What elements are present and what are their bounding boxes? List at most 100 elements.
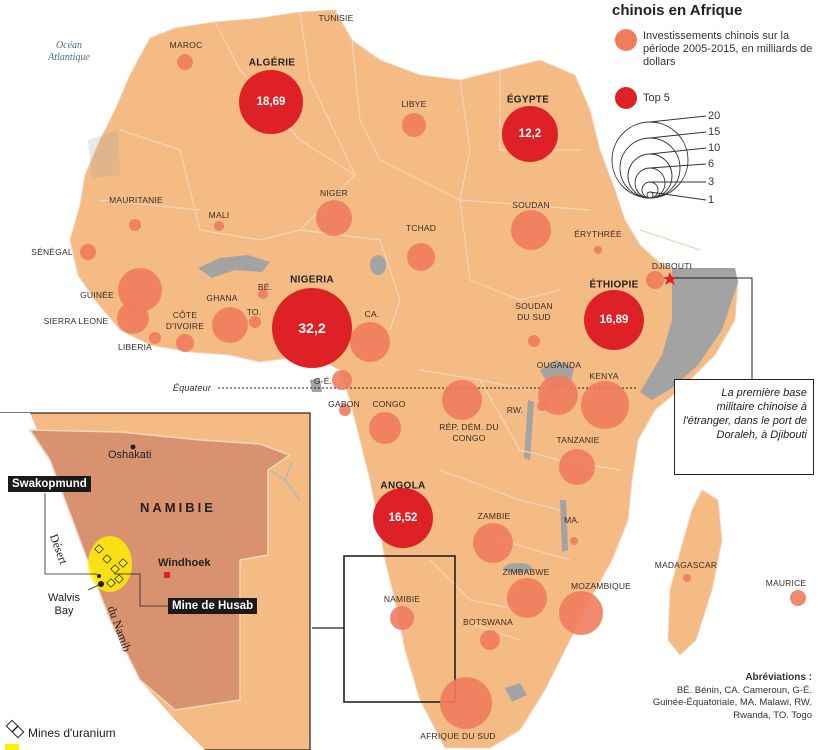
abbreviations-text: BÉ. Bénin, CA. Cameroun, G-É. Guinée-Équ… (652, 684, 812, 721)
inset-country-label: NAMIBIE (140, 500, 216, 515)
circle-algerie (239, 70, 303, 134)
label-zimbabwe: ZIMBABWE (502, 567, 550, 577)
uranium-legend-icon-2 (11, 725, 25, 739)
label-benin: BÉ. (257, 282, 273, 292)
top5-name-algerie: ALGÉRIE (248, 57, 296, 69)
label-djibouti: DJIBOUTI (651, 261, 693, 271)
label-namibie: NAMIBIE (383, 594, 421, 604)
inset-walvis-bay: Walvis Bay (48, 592, 80, 617)
legend-investments-label: Investissements chinois sur la période 2… (643, 30, 813, 68)
circle-angola (373, 488, 433, 548)
label-congo: CONGO (372, 399, 406, 409)
circle-gabon (339, 404, 351, 416)
label-zambie: ZAMBIE (477, 511, 511, 521)
circle-libye (402, 113, 426, 137)
circle-maroc (177, 54, 193, 70)
circle-guinee-eq (332, 370, 352, 390)
namibia-zoom-box (343, 555, 456, 703)
somalia-region (640, 268, 738, 400)
label-botswana: BOTSWANA (463, 617, 513, 627)
circle-mali (214, 221, 224, 231)
windhoek-square (164, 572, 170, 578)
label-guinee: GUINÉE (80, 290, 114, 300)
label-maroc: MAROC (169, 40, 203, 50)
circle-tchad (407, 243, 435, 271)
circle-togo (249, 316, 261, 328)
label-rdc: RÉP. DÉM. DU CONGO (439, 422, 499, 443)
label-mali: MALI (208, 210, 230, 220)
circle-guinee (118, 268, 162, 312)
circle-mauritanie (129, 219, 141, 231)
label-mozambique: MOZAMBIQUE (570, 581, 632, 591)
circle-djibouti (646, 271, 664, 289)
abbreviations-box: Abréviations : BÉ. Bénin, CA. Cameroun, … (642, 672, 812, 722)
circle-soudan (511, 210, 551, 250)
madagascar-island (667, 489, 723, 656)
circle-benin (258, 289, 268, 299)
label-madagascar: MADAGASCAR (654, 560, 718, 570)
top5-name-angola: ANGOLA (380, 480, 426, 492)
circle-erythree (594, 246, 602, 254)
circle-rwanda (537, 401, 547, 411)
circle-kenya (581, 381, 629, 429)
label-niger: NIGER (320, 188, 348, 198)
top5-value-ethiopie: 16,89 (599, 314, 629, 326)
label-liberia: LIBERIA (118, 342, 152, 352)
label-cote-ivoire: CÔTE D'IVOIRE (165, 310, 205, 331)
lesotho-region (505, 683, 527, 702)
circle-zimbabwe (507, 578, 547, 618)
label-ouganda: OUGANDA (536, 360, 582, 370)
equator-label: Équateur (172, 383, 212, 393)
scale-1: 1 (708, 194, 715, 206)
circle-malawi (570, 537, 578, 545)
lake-chad (370, 255, 386, 275)
label-gabon: GABON (328, 399, 360, 409)
circle-ghana (212, 307, 248, 343)
inset-ocean (0, 413, 205, 750)
label-sierra-leone: SIERRA LEONE (43, 316, 109, 326)
lake-malawi (560, 500, 568, 552)
uranium-legend-label: Mines d'uranium (28, 726, 116, 740)
oshakati-dot (130, 444, 136, 450)
circle-botswana (480, 630, 500, 650)
top5-value-algerie: 18,69 (256, 96, 286, 108)
lake-tanganyika (524, 400, 534, 460)
label-afrique-sud: AFRIQUE DU SUD (420, 731, 496, 741)
legend-investment-swatch (615, 29, 637, 51)
circle-maurice (790, 590, 806, 606)
label-libye: LIBYE (401, 99, 427, 109)
size-scale (611, 115, 707, 201)
walvis-leader (87, 583, 102, 591)
label-malawi: MA. (564, 515, 580, 525)
scale-20: 20 (708, 110, 721, 122)
top5-circles (239, 70, 644, 548)
circle-madagascar (683, 574, 691, 582)
tag-swakopmund: Swakopmund (8, 476, 91, 492)
top5-value-nigeria: 32,2 (298, 320, 326, 336)
label-ghana: GHANA (206, 293, 238, 303)
lake-kariba (504, 563, 532, 573)
circle-ouganda (538, 375, 578, 415)
tag-mine-husab: Mine de Husab (168, 598, 258, 614)
circle-sierra-leone (117, 302, 149, 334)
circle-nigeria (272, 288, 352, 368)
legend-top5-swatch (615, 87, 637, 109)
lake-volta (198, 255, 270, 278)
circle-cote-ivoire (176, 334, 194, 352)
top5-name-nigeria: NIGERIA (290, 274, 334, 286)
djibouti-base-star-icon (663, 272, 677, 285)
circle-namibie (390, 606, 414, 630)
circle-afrique-sud (440, 677, 492, 729)
circle-cameroun (350, 322, 390, 362)
label-senegal: SÉNÉGAL (31, 247, 73, 257)
label-guinee-eq: G-É. (313, 376, 333, 386)
uranium-zone-legend (5, 744, 19, 750)
namibia-inset (0, 412, 311, 750)
callout-leader (668, 277, 753, 379)
circle-soudan-sud (528, 335, 540, 347)
label-maurice: MAURICE (765, 578, 807, 588)
top5-name-egypte: ÉGYPTE (506, 94, 550, 106)
label-tanzanie: TANZANIE (556, 435, 600, 445)
